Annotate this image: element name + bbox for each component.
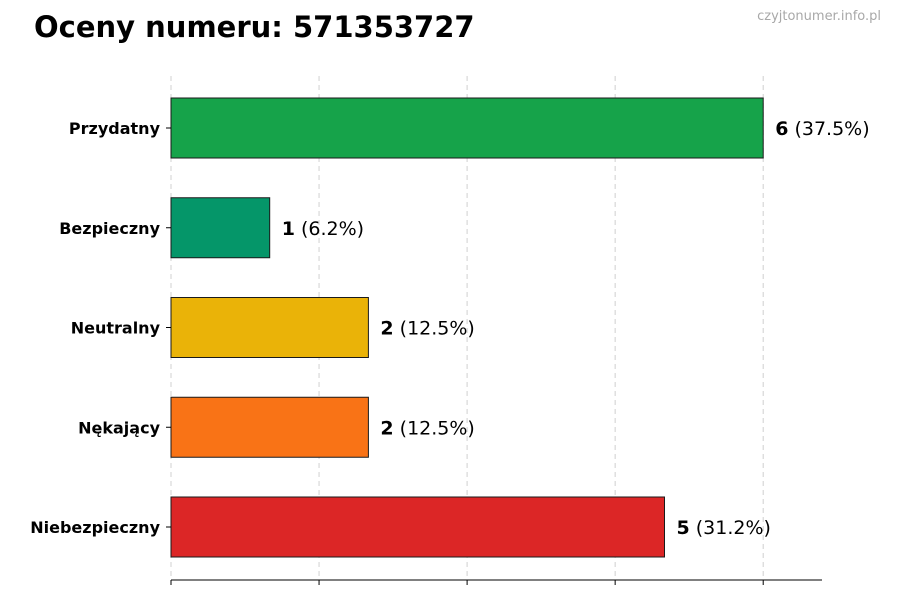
- value-count-3: 2: [380, 417, 393, 439]
- category-label-0: Przydatny: [69, 119, 161, 138]
- bar-0: [170, 97, 764, 159]
- value-count-1: 1: [282, 218, 295, 240]
- bar-2: [170, 297, 369, 358]
- value-label-4: 5 (31.2%): [677, 517, 771, 539]
- category-label-3: Nękający: [78, 418, 160, 437]
- bar-3: [170, 396, 369, 458]
- chart-title: Oceny numeru: 571353727: [34, 10, 475, 44]
- category-label-2: Neutralny: [71, 319, 161, 338]
- value-percent-2: (12.5%): [394, 318, 475, 340]
- axes: [166, 127, 822, 585]
- labels: Przydatny 6 (37.5%) Bezpieczny 1 (6.2%) Neut…: [30, 118, 869, 539]
- value-count-4: 5: [677, 517, 690, 539]
- value-percent-4: (31.2%): [690, 517, 771, 539]
- bar-4: [170, 496, 665, 558]
- value-label-3: 2 (12.5%): [380, 417, 474, 439]
- watermark: czyjtonumer.info.pl: [757, 9, 881, 24]
- category-label-4: Niebezpieczny: [30, 518, 160, 537]
- bars: [170, 97, 764, 558]
- value-percent-0: (37.5%): [788, 118, 869, 140]
- value-label-1: 1 (6.2%): [282, 218, 364, 240]
- value-count-0: 6: [775, 118, 788, 140]
- value-percent-1: (6.2%): [295, 218, 364, 240]
- value-label-0: 6 (37.5%): [775, 118, 869, 140]
- value-count-2: 2: [380, 318, 393, 340]
- value-label-2: 2 (12.5%): [380, 318, 474, 340]
- category-label-1: Bezpieczny: [59, 219, 160, 238]
- value-percent-3: (12.5%): [394, 417, 475, 439]
- bar-1: [170, 197, 271, 259]
